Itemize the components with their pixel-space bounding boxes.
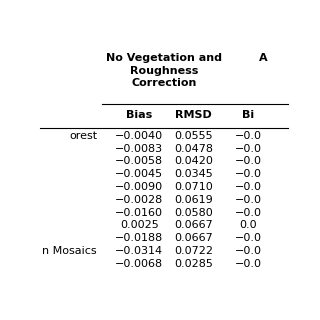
Text: 0.0025: 0.0025	[120, 220, 159, 230]
Text: n Mosaics: n Mosaics	[43, 246, 97, 256]
Text: −0.0: −0.0	[235, 246, 262, 256]
Text: −0.0: −0.0	[235, 233, 262, 243]
Text: −0.0314: −0.0314	[115, 246, 163, 256]
Text: 0.0345: 0.0345	[174, 169, 213, 179]
Text: 0.0619: 0.0619	[174, 195, 213, 205]
Text: orest: orest	[69, 131, 97, 141]
Text: 0.0710: 0.0710	[174, 182, 213, 192]
Text: 0.0722: 0.0722	[174, 246, 213, 256]
Text: −0.0188: −0.0188	[115, 233, 163, 243]
Text: −0.0: −0.0	[235, 169, 262, 179]
Text: −0.0160: −0.0160	[115, 208, 163, 218]
Text: −0.0: −0.0	[235, 144, 262, 154]
Text: 0.0555: 0.0555	[174, 131, 213, 141]
Text: −0.0: −0.0	[235, 195, 262, 205]
Text: −0.0028: −0.0028	[115, 195, 163, 205]
Text: Bi: Bi	[242, 110, 254, 120]
Text: −0.0045: −0.0045	[115, 169, 163, 179]
Text: −0.0: −0.0	[235, 259, 262, 269]
Text: 0.0: 0.0	[239, 220, 257, 230]
Text: −0.0040: −0.0040	[115, 131, 163, 141]
Text: 0.0667: 0.0667	[174, 220, 213, 230]
Text: −0.0: −0.0	[235, 208, 262, 218]
Text: −0.0083: −0.0083	[115, 144, 163, 154]
Text: −0.0090: −0.0090	[115, 182, 163, 192]
Text: 0.0580: 0.0580	[174, 208, 213, 218]
Text: 0.0478: 0.0478	[174, 144, 213, 154]
Text: Bias: Bias	[126, 110, 152, 120]
Text: −0.0: −0.0	[235, 156, 262, 166]
Text: 0.0667: 0.0667	[174, 233, 213, 243]
Text: RMSD: RMSD	[175, 110, 212, 120]
Text: A: A	[259, 53, 268, 63]
Text: No Vegetation and
Roughness
Correction: No Vegetation and Roughness Correction	[106, 53, 222, 88]
Text: −0.0068: −0.0068	[115, 259, 163, 269]
Text: −0.0: −0.0	[235, 131, 262, 141]
Text: −0.0: −0.0	[235, 182, 262, 192]
Text: 0.0285: 0.0285	[174, 259, 213, 269]
Text: −0.0058: −0.0058	[115, 156, 163, 166]
Text: 0.0420: 0.0420	[174, 156, 213, 166]
